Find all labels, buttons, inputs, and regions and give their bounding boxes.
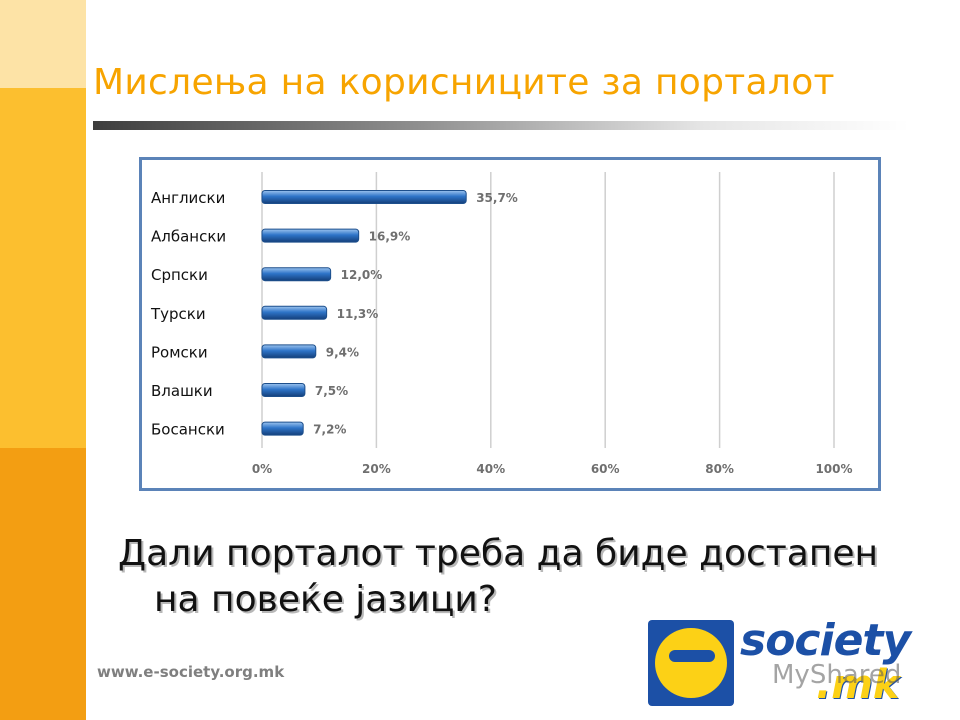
bar-3 xyxy=(261,305,328,320)
watermark: MyShared xyxy=(772,660,902,690)
x-tick-label: 40% xyxy=(476,462,505,476)
category-label: Српски xyxy=(151,266,208,284)
x-tick-label: 80% xyxy=(705,462,734,476)
footer-url[interactable]: www.e-society.org.mk xyxy=(97,663,285,681)
bar-4 xyxy=(261,344,317,359)
question-text: Дали порталот треба да биде достапен на … xyxy=(118,531,918,623)
bar-2 xyxy=(261,267,332,282)
value-label: 35,7% xyxy=(476,191,518,205)
value-label: 7,2% xyxy=(313,423,346,437)
chart-frame: 0% 20% 40% 60% 80% 100% Англиски 35,7% Албански 1… xyxy=(139,157,881,491)
value-label: 9,4% xyxy=(326,345,359,359)
decor-stripe-light xyxy=(0,0,86,88)
value-label: 11,3% xyxy=(337,307,379,321)
category-label: Турски xyxy=(150,305,206,323)
logo-mk-text: .mk xyxy=(816,662,900,708)
question-line-2: на повеќе јазици? xyxy=(154,579,497,620)
bar-6 xyxy=(261,421,304,436)
slide-title: Мислења на корисниците за порталот xyxy=(93,62,835,103)
logo-e-icon xyxy=(648,620,734,706)
x-tick-label: 0% xyxy=(252,462,272,476)
x-tick-label: 60% xyxy=(591,462,620,476)
x-tick-label: 100% xyxy=(815,462,852,476)
x-tick-label: 20% xyxy=(362,462,391,476)
bar-1 xyxy=(261,228,360,243)
e-society-logo: society .mk xyxy=(648,614,918,714)
question-line-1: Дали порталот треба да биде достапен xyxy=(118,533,879,574)
category-label: Албански xyxy=(151,228,226,246)
decor-stripe-dark xyxy=(0,448,86,720)
bar-5 xyxy=(261,383,306,397)
category-label: Ромски xyxy=(151,343,208,361)
category-label: Англиски xyxy=(151,189,225,207)
value-label: 16,9% xyxy=(369,230,411,244)
value-label: 12,0% xyxy=(341,268,383,282)
logo-society-text: society xyxy=(740,615,911,666)
category-label: Влашки xyxy=(151,382,213,400)
title-underline xyxy=(93,121,909,130)
category-label: Босански xyxy=(151,421,225,439)
bar-0 xyxy=(261,190,467,204)
value-label: 7,5% xyxy=(315,384,348,398)
decor-stripe-mid xyxy=(0,88,86,448)
bar-chart: 0% 20% 40% 60% 80% 100% Англиски 35,7% Албански 1… xyxy=(150,172,853,476)
